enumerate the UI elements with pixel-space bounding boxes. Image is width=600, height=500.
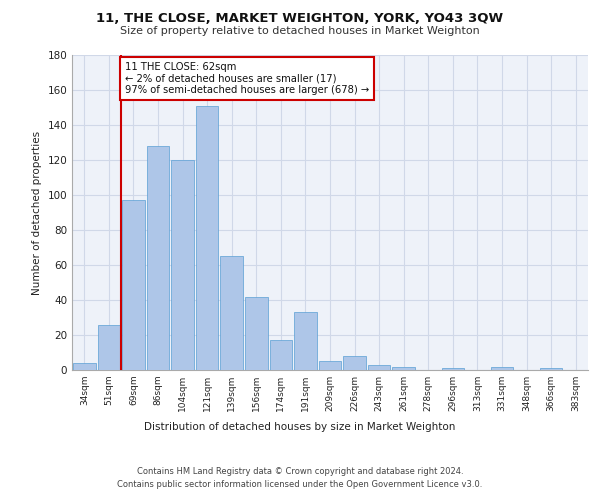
Bar (220, 256, 243, 370)
Bar (122, 200, 145, 370)
Bar (245, 296, 268, 370)
Bar (540, 368, 562, 370)
Bar (171, 160, 194, 370)
Bar (392, 366, 415, 370)
Bar (269, 340, 292, 370)
Bar (196, 106, 218, 370)
Text: Contains HM Land Registry data © Crown copyright and database right 2024.: Contains HM Land Registry data © Crown c… (137, 468, 463, 476)
Bar (368, 365, 391, 370)
Text: Distribution of detached houses by size in Market Weighton: Distribution of detached houses by size … (145, 422, 455, 432)
Bar (294, 312, 317, 370)
Bar (343, 356, 366, 370)
Bar (442, 368, 464, 370)
Y-axis label: Number of detached properties: Number of detached properties (32, 130, 42, 294)
Bar (319, 361, 341, 370)
Text: 11 THE CLOSE: 62sqm
← 2% of detached houses are smaller (17)
97% of semi-detache: 11 THE CLOSE: 62sqm ← 2% of detached hou… (125, 62, 369, 95)
Text: Contains public sector information licensed under the Open Government Licence v3: Contains public sector information licen… (118, 480, 482, 489)
Text: 11, THE CLOSE, MARKET WEIGHTON, YORK, YO43 3QW: 11, THE CLOSE, MARKET WEIGHTON, YORK, YO… (97, 12, 503, 26)
Bar (491, 366, 514, 370)
Bar (73, 363, 95, 370)
Bar (98, 324, 120, 370)
Bar (146, 146, 169, 370)
Text: Size of property relative to detached houses in Market Weighton: Size of property relative to detached ho… (120, 26, 480, 36)
